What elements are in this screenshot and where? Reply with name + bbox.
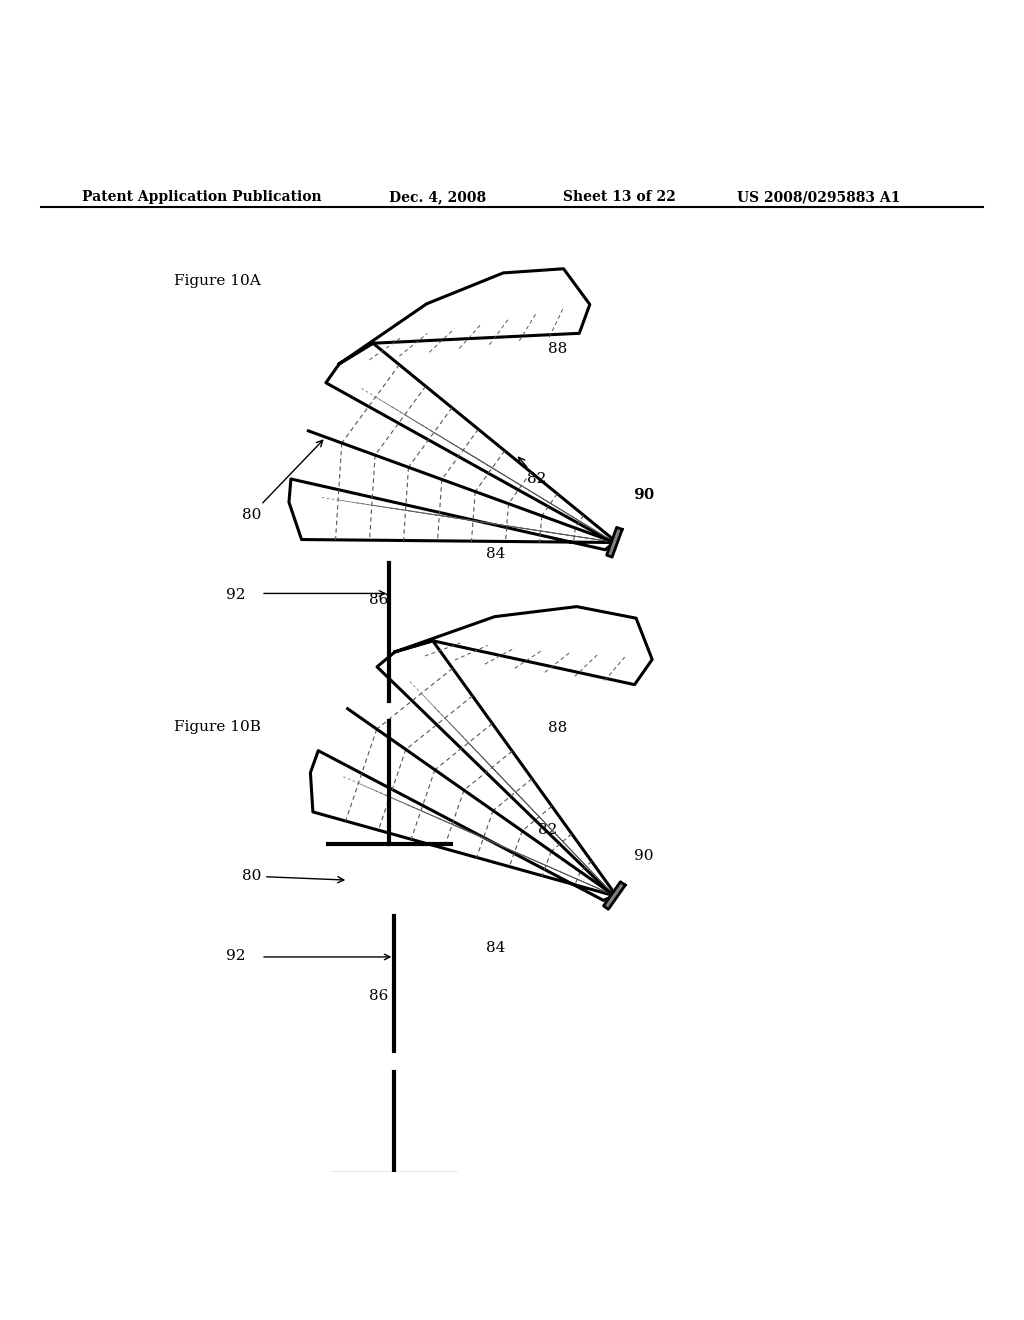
Text: Figure 10B: Figure 10B xyxy=(174,719,261,734)
Text: 84: 84 xyxy=(486,546,506,561)
Text: 80: 80 xyxy=(242,869,344,883)
Text: 92: 92 xyxy=(226,949,246,964)
Text: 88: 88 xyxy=(548,342,567,356)
Text: 86: 86 xyxy=(370,593,388,607)
Polygon shape xyxy=(603,882,626,909)
Text: 92: 92 xyxy=(226,587,246,602)
Text: US 2008/0295883 A1: US 2008/0295883 A1 xyxy=(737,190,901,205)
Text: 86: 86 xyxy=(370,989,388,1003)
Polygon shape xyxy=(326,343,614,543)
Text: 80: 80 xyxy=(242,441,323,521)
Text: 84: 84 xyxy=(486,941,506,954)
Polygon shape xyxy=(289,479,614,549)
Polygon shape xyxy=(395,607,652,685)
Text: Patent Application Publication: Patent Application Publication xyxy=(82,190,322,205)
Polygon shape xyxy=(377,640,614,895)
Text: Dec. 4, 2008: Dec. 4, 2008 xyxy=(389,190,486,205)
Polygon shape xyxy=(310,751,614,900)
Text: Sheet 13 of 22: Sheet 13 of 22 xyxy=(563,190,676,205)
Text: 90: 90 xyxy=(634,849,653,863)
Text: Figure 10A: Figure 10A xyxy=(174,275,261,288)
Polygon shape xyxy=(339,269,590,364)
Text: 90: 90 xyxy=(634,488,653,502)
Text: 90: 90 xyxy=(635,488,654,502)
Text: 88: 88 xyxy=(548,721,567,735)
Text: 82: 82 xyxy=(538,824,557,837)
Text: 82: 82 xyxy=(518,457,547,486)
Polygon shape xyxy=(606,528,623,557)
